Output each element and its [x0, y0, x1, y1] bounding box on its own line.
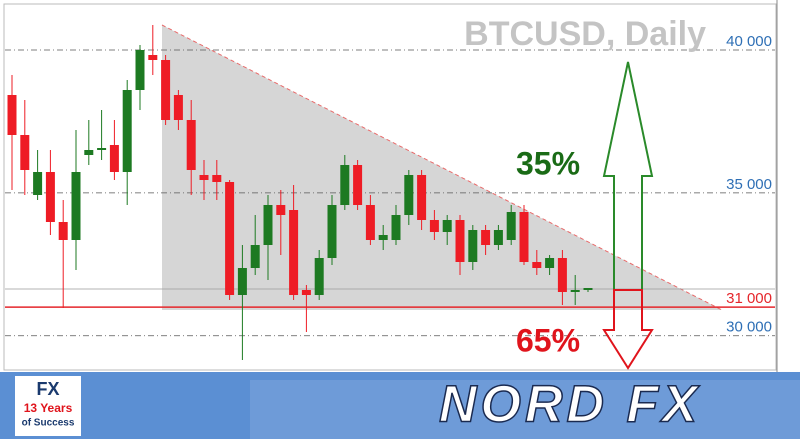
- candle-body: [45, 172, 55, 222]
- candle-body: [519, 212, 529, 262]
- candle-body: [468, 230, 478, 262]
- candle-body: [378, 235, 388, 240]
- candle-body: [186, 120, 196, 170]
- candle-body: [148, 55, 158, 60]
- candle-body: [263, 205, 273, 245]
- badge-line: of Success: [22, 418, 75, 429]
- badge-brand: FX: [36, 379, 59, 399]
- candle-body: [225, 182, 235, 295]
- candle-body: [493, 230, 503, 245]
- badge: [15, 376, 81, 436]
- candle-body: [58, 222, 68, 240]
- candle-body: [365, 205, 375, 240]
- badge-line: 13 Years: [24, 401, 73, 415]
- candle-body: [442, 220, 452, 232]
- annotation: 65%: [516, 322, 580, 358]
- candle-body: [314, 258, 324, 295]
- candle-body: [84, 150, 94, 155]
- candle-body: [173, 95, 183, 120]
- candle-body: [583, 288, 593, 290]
- candle-body: [481, 230, 491, 245]
- candle-body: [570, 290, 580, 292]
- candle-body: [20, 135, 30, 170]
- candle-body: [161, 60, 171, 120]
- chart-title: BTCUSD, Daily: [464, 15, 706, 53]
- candle-body: [109, 145, 119, 172]
- y-tick-label: 40 000: [726, 33, 772, 50]
- footer-panel: [250, 380, 800, 439]
- candle-body: [97, 148, 107, 150]
- y-tick-label: 35 000: [726, 176, 772, 193]
- candle-body: [545, 258, 555, 268]
- candle-body: [327, 205, 337, 258]
- annotation: 35%: [516, 145, 580, 181]
- candle-body: [135, 50, 145, 90]
- candles: [5, 25, 775, 360]
- plot-frame: [3, 3, 777, 371]
- candle-body: [506, 212, 516, 240]
- support-label: 31 000: [726, 290, 772, 307]
- candle-body: [7, 95, 17, 135]
- candle-body: [250, 245, 260, 268]
- candle-body: [455, 220, 465, 262]
- candle-body: [33, 172, 43, 195]
- candle-body: [71, 172, 81, 240]
- candle-body: [212, 175, 222, 182]
- candle-body: [404, 175, 414, 215]
- candle-body: [429, 220, 439, 232]
- candle-body: [417, 175, 427, 220]
- candle-body: [237, 268, 247, 295]
- candle-body: [301, 290, 311, 295]
- candle-body: [391, 215, 401, 240]
- candle-body: [122, 90, 132, 172]
- candle-body: [353, 165, 363, 205]
- candle-body: [532, 262, 542, 268]
- candle-body: [557, 258, 567, 292]
- candle-body: [340, 165, 350, 205]
- candle-body: [276, 205, 286, 215]
- y-tick-label: 30 000: [726, 319, 772, 336]
- candle-body: [199, 175, 209, 180]
- candle-body: [289, 210, 299, 295]
- brand: NORD FX: [439, 376, 701, 434]
- down-arrow: [602, 289, 654, 370]
